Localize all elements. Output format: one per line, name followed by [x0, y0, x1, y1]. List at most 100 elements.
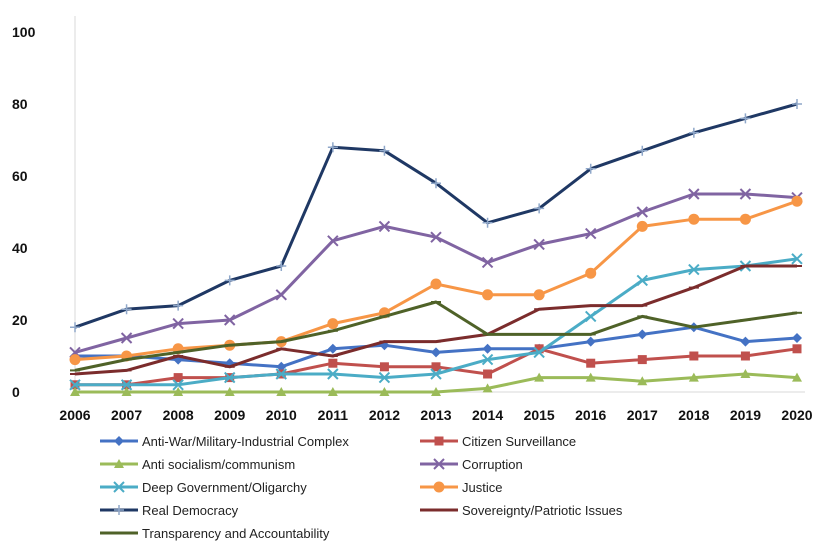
- data-point: [534, 203, 545, 214]
- data-point: [431, 347, 441, 358]
- data-point: [276, 261, 287, 271]
- y-tick-label: 80: [12, 96, 28, 112]
- legend-item: Anti socialism/communism: [98, 453, 295, 475]
- data-point: [740, 351, 750, 361]
- data-point: [327, 235, 339, 247]
- data-point: [276, 387, 287, 396]
- data-point: [120, 332, 133, 344]
- data-point: [739, 213, 751, 225]
- data-point: [637, 355, 647, 365]
- y-tick-label: 20: [12, 312, 28, 328]
- data-point: [113, 481, 125, 493]
- data-point: [224, 387, 235, 396]
- legend-label: Justice: [462, 479, 503, 495]
- data-point: [534, 372, 545, 382]
- data-point: [327, 142, 338, 153]
- data-point: [740, 369, 751, 378]
- data-point: [431, 387, 441, 396]
- data-point: [688, 213, 700, 225]
- data-point: [482, 289, 494, 301]
- data-point: [430, 278, 442, 290]
- legend-swatch: [420, 458, 458, 470]
- data-point: [327, 343, 338, 354]
- y-tick-label: 100: [12, 24, 36, 40]
- data-point: [121, 304, 132, 315]
- data-point: [378, 220, 391, 233]
- data-point: [533, 238, 545, 251]
- data-point: [224, 275, 235, 286]
- x-tick-label: 2009: [214, 407, 245, 423]
- data-point: [173, 387, 184, 396]
- data-point: [688, 263, 700, 276]
- data-point: [585, 336, 596, 347]
- legend-swatch: [420, 508, 458, 512]
- data-point: [379, 362, 389, 372]
- data-point: [689, 351, 699, 361]
- x-tick-label: 2018: [678, 407, 709, 423]
- data-point: [276, 361, 287, 372]
- legend-swatch: [100, 531, 138, 535]
- data-point: [792, 372, 802, 382]
- data-point: [688, 127, 699, 138]
- data-point: [224, 371, 236, 384]
- series-6: [70, 99, 802, 333]
- x-tick-label: 2013: [420, 407, 451, 423]
- data-point: [69, 379, 81, 391]
- data-point: [637, 145, 648, 156]
- data-point: [430, 231, 442, 243]
- data-point: [739, 188, 752, 200]
- data-point: [224, 314, 236, 326]
- legend-label: Sovereignty/Patriotic Issues: [462, 502, 623, 518]
- data-point: [483, 369, 493, 379]
- legend-label: Deep Government/Oligarchy: [142, 479, 307, 495]
- x-tick-label: 2011: [318, 407, 349, 423]
- series-8: [70, 300, 802, 372]
- data-point: [431, 178, 441, 189]
- data-point: [688, 188, 700, 200]
- data-point: [792, 99, 802, 109]
- legend-label: Real Democracy: [142, 502, 239, 518]
- data-point: [636, 220, 648, 232]
- data-point: [637, 376, 648, 386]
- data-point: [173, 373, 183, 383]
- data-point: [379, 145, 390, 156]
- data-point: [740, 336, 751, 347]
- data-point: [636, 274, 648, 287]
- legend-label: Citizen Surveillance: [462, 433, 577, 449]
- legend-item: Justice: [418, 476, 502, 498]
- legend-item: Sovereignty/Patriotic Issues: [418, 499, 622, 521]
- legend-label: Corruption: [462, 456, 523, 472]
- data-point: [70, 387, 80, 396]
- data-point: [585, 372, 596, 382]
- legend-swatch: [420, 481, 458, 493]
- legend-swatch: [100, 459, 138, 468]
- data-point: [327, 318, 339, 330]
- data-point: [585, 163, 596, 174]
- x-tick-label: 2007: [111, 407, 142, 423]
- x-tick-label: 2019: [730, 407, 761, 423]
- data-point: [275, 368, 287, 380]
- legend-item: Corruption: [418, 453, 523, 475]
- data-point: [114, 459, 124, 468]
- y-tick-label: 60: [12, 168, 28, 184]
- data-point: [791, 195, 803, 207]
- data-point: [481, 256, 494, 269]
- y-tick-label: 0: [12, 384, 20, 400]
- x-tick-label: 2017: [627, 407, 658, 423]
- series-2: [70, 369, 802, 396]
- data-point: [481, 353, 494, 366]
- data-point: [433, 458, 445, 470]
- series-5: [69, 195, 803, 366]
- data-point: [69, 354, 81, 366]
- x-tick-label: 2014: [472, 407, 503, 423]
- data-point: [636, 206, 648, 218]
- legend-swatch: [100, 436, 138, 446]
- data-point: [740, 113, 751, 124]
- data-point: [431, 362, 441, 372]
- legend-item: Anti-War/Military-Industrial Complex: [98, 430, 349, 452]
- legend-item: Real Democracy: [98, 499, 238, 521]
- x-tick-label: 2008: [163, 407, 194, 423]
- data-point: [533, 289, 545, 301]
- legend-label: Anti-War/Military-Industrial Complex: [142, 433, 349, 449]
